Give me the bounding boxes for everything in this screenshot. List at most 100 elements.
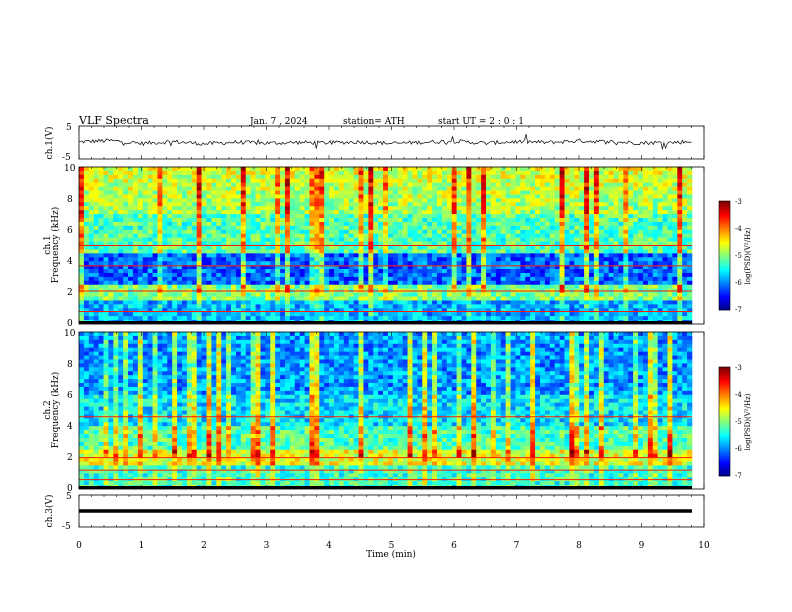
spectrogram-cell	[490, 308, 497, 313]
spectrogram-cell	[108, 202, 114, 207]
spectrogram-cell	[510, 308, 516, 313]
spectrogram-cell	[500, 296, 506, 301]
spectrogram-cell	[88, 237, 95, 242]
spectrogram-cell	[255, 194, 261, 199]
spectrogram-cell	[505, 265, 511, 270]
spectrogram-cell	[476, 170, 482, 176]
spectrogram-cell	[584, 284, 590, 289]
spectrogram-cell	[574, 186, 580, 191]
spectrogram-cell	[407, 249, 413, 254]
spectrogram-cell	[476, 194, 482, 199]
spectrogram-cell	[334, 312, 340, 317]
spectrogram-cell	[167, 194, 173, 199]
spectrogram-cell	[186, 261, 193, 266]
spectrogram-cell	[172, 280, 178, 286]
spectrogram-cell	[476, 214, 482, 219]
spectrogram-cell	[275, 194, 281, 199]
spectrogram-cell	[618, 221, 624, 227]
spectrogram-cell	[162, 241, 168, 246]
spectrogram-cell	[373, 316, 379, 321]
spectrogram-cell	[579, 229, 585, 235]
spectrogram-cell	[216, 316, 222, 321]
spectrogram-cell	[402, 280, 408, 286]
spectrogram-cell	[191, 214, 197, 219]
spectrogram-cell	[422, 202, 428, 207]
spectrogram-cell	[510, 253, 516, 258]
spectrogram-cell	[505, 245, 511, 250]
spectrogram-cell	[363, 202, 369, 207]
spectrogram-cell	[564, 182, 570, 187]
spectrogram-cell	[628, 276, 634, 282]
spectrogram-cell	[476, 218, 482, 223]
spectrogram-cell	[495, 316, 502, 321]
ch1-waveform-panel: 5 -5 ch.1(V)	[44, 123, 705, 163]
spectrogram-cell	[589, 178, 595, 183]
spectrogram-cell	[593, 257, 600, 262]
spectrogram-cell	[486, 202, 492, 207]
spectrogram-cell	[652, 284, 658, 289]
spectrogram-cell	[309, 300, 315, 305]
spectrogram-cell	[289, 269, 296, 274]
spectrogram-cell	[495, 210, 502, 215]
spectrogram-cell	[574, 178, 580, 183]
spectrogram-cell	[652, 198, 658, 203]
spectrogram-cell	[441, 280, 448, 286]
spectrogram-cell	[652, 233, 658, 238]
spectrogram-cell	[108, 210, 114, 215]
spectrogram-cell	[338, 218, 345, 223]
spectrogram-cell	[402, 269, 408, 274]
spectrogram-cell	[539, 308, 546, 313]
ch1-ytick-bottom: -5	[62, 153, 71, 163]
spectrogram-cell	[471, 170, 477, 176]
spectrogram-cell	[392, 276, 399, 282]
spectrogram-cell	[574, 284, 580, 289]
spectrogram-cell	[608, 178, 614, 183]
spectrogram-cell	[329, 284, 335, 289]
spectrogram-cell	[343, 229, 350, 235]
spectrogram-cell	[500, 174, 506, 180]
spectrogram-cell	[569, 178, 575, 183]
spectrogram-cell	[642, 237, 649, 242]
spectrogram-cell	[353, 249, 359, 254]
spectrogram-cell	[652, 214, 658, 219]
spectrogram-cell	[500, 221, 506, 227]
spectrogram-cell	[329, 170, 335, 176]
spectrogram-cell	[157, 280, 163, 286]
spectrogram-cell	[387, 316, 394, 321]
spectrogram-cell	[608, 280, 614, 286]
spectrogram-cell	[132, 170, 139, 176]
spectrogram-cell	[324, 300, 330, 305]
spectrogram-cell	[549, 308, 555, 313]
spectrogram-cell	[456, 237, 462, 242]
spectrogram-cell	[348, 218, 354, 223]
spectrogram-cell	[348, 198, 354, 203]
spectrogram-cell	[216, 292, 222, 297]
spectrogram-cell	[294, 221, 300, 227]
spectrogram-cell	[383, 272, 389, 278]
spectrogram-cell	[593, 229, 600, 235]
spectrogram-cell	[240, 233, 247, 238]
spectrogram-cell	[93, 253, 99, 258]
spectrogram-cell	[677, 312, 683, 317]
spectrogram-cell	[603, 218, 609, 223]
spectrogram-cell	[319, 210, 325, 215]
spectrogram-cell	[500, 300, 506, 305]
spectrogram-cell	[471, 284, 477, 289]
spectrogram-cell	[535, 241, 541, 246]
spectrogram-cell	[118, 272, 124, 278]
spectrogram-cell	[299, 304, 305, 309]
spectrogram-cell	[476, 190, 482, 195]
spectrogram-cell	[79, 284, 85, 289]
spectrogram-cell	[358, 249, 364, 254]
spectrogram-cell	[638, 182, 644, 187]
spectrogram-cell	[662, 210, 668, 215]
spectrogram-cell	[79, 261, 85, 266]
spectrogram-cell	[574, 253, 580, 258]
spectrogram-cell	[593, 182, 600, 187]
spectrogram-cell	[186, 229, 193, 235]
spectrogram-cell	[657, 261, 663, 266]
spectrogram-cell	[250, 225, 256, 231]
spectrogram-cell	[373, 182, 379, 187]
spectrogram-cell	[363, 241, 369, 246]
